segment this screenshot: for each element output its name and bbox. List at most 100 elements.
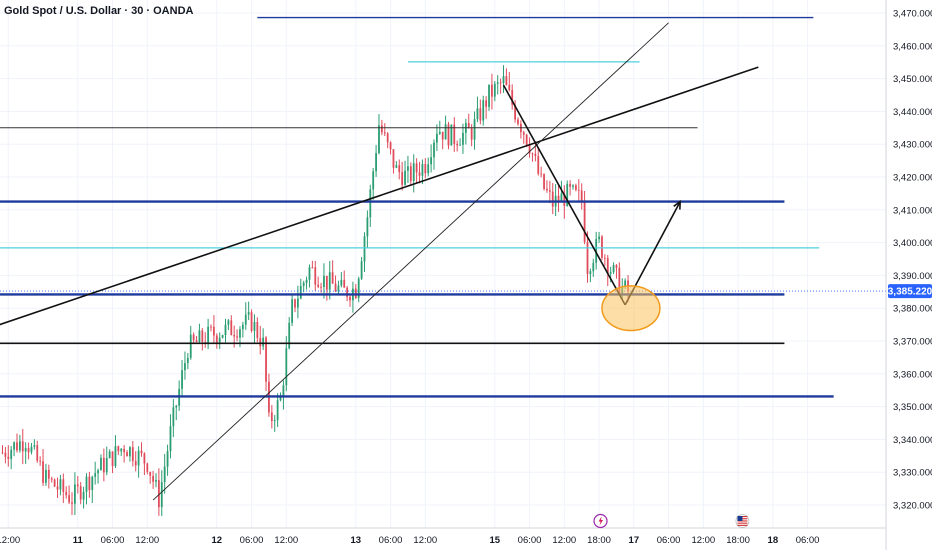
candle-body — [589, 271, 592, 274]
candle-body — [172, 407, 175, 427]
candle-body — [282, 385, 285, 398]
candle-body — [276, 400, 279, 421]
candle-body — [140, 450, 143, 454]
x-tick-label: 12 — [212, 535, 223, 546]
candle-body — [598, 236, 600, 240]
candle-body — [424, 163, 427, 174]
candle-body — [624, 280, 627, 287]
candle-body — [117, 446, 120, 452]
candle-body — [21, 441, 24, 452]
candle-body — [606, 258, 609, 274]
trend-line — [0, 66, 759, 326]
candle-body — [502, 76, 505, 84]
candle-body — [155, 480, 157, 482]
candle-body — [569, 183, 572, 187]
candle-body — [462, 132, 464, 145]
candle-body — [201, 330, 204, 342]
candle-body — [76, 484, 79, 487]
y-tick-label: 3,330.000 — [893, 468, 932, 479]
candle-body — [470, 128, 473, 140]
candle-body — [479, 108, 482, 121]
candle-body — [540, 173, 543, 175]
target-zone-layer — [601, 285, 661, 332]
candle-body — [45, 469, 47, 483]
candle-body — [105, 458, 108, 473]
x-tick-label: 12:00 — [0, 535, 20, 546]
candle-body — [557, 195, 560, 203]
candle-body — [493, 83, 496, 97]
candle-body — [317, 284, 320, 287]
candle-body — [233, 335, 236, 337]
candle-body — [131, 447, 134, 462]
candle-body — [157, 480, 160, 508]
candle-body — [265, 337, 267, 382]
lightning-bolt — [598, 516, 604, 526]
candle-body — [65, 491, 68, 496]
candle-body — [563, 193, 566, 206]
candle-body — [337, 285, 340, 292]
grid-layer — [0, 0, 886, 528]
candle-body — [323, 275, 325, 288]
candle-body — [134, 461, 137, 466]
candle-body — [551, 191, 554, 207]
candle-body — [583, 200, 586, 243]
candle-body — [404, 170, 406, 185]
candle-body — [198, 330, 201, 343]
candle-body — [476, 108, 479, 120]
candle-body — [415, 163, 418, 173]
candle-body — [16, 442, 18, 451]
candle-body — [13, 442, 15, 450]
candle-body — [522, 132, 525, 135]
candle-body — [149, 471, 152, 476]
candle-body — [441, 131, 444, 140]
candle-body — [218, 337, 221, 343]
candles-layer — [1, 65, 629, 517]
candle-body — [485, 100, 488, 107]
target-zone — [601, 285, 661, 332]
candle-body — [279, 397, 282, 401]
candle-body — [375, 153, 377, 172]
candle-body — [586, 242, 589, 274]
current-price-badge — [888, 284, 932, 299]
candle-body — [577, 189, 580, 191]
candle-body — [369, 189, 372, 218]
events-layer — [593, 513, 750, 529]
x-axis: 06:00 12:00 11 06:00 12:00 12 06:00 12:00 13 06:0… — [0, 527, 886, 546]
candle-body — [62, 479, 65, 492]
candle-body — [357, 278, 360, 298]
candle-body — [30, 446, 33, 453]
y-tick-label: 3,350.000 — [893, 402, 932, 413]
candle-body — [85, 476, 88, 492]
candle-body — [543, 174, 545, 189]
x-tick-label: 12:00 — [413, 535, 437, 546]
candle-body — [94, 473, 97, 477]
candle-body — [97, 470, 99, 474]
candle-body — [1, 452, 4, 454]
candle-body — [299, 285, 302, 299]
candle-body — [166, 451, 169, 467]
candle-body — [615, 265, 618, 268]
candle-body — [108, 451, 111, 459]
candle-body — [346, 287, 349, 297]
candle-body — [566, 183, 569, 206]
candle-body — [395, 165, 398, 168]
flag-stripe — [737, 522, 748, 524]
x-tick-label: 13 — [351, 535, 362, 546]
candle-body — [612, 265, 615, 273]
candle-body — [444, 124, 447, 140]
candle-body — [450, 124, 453, 146]
candle-body — [291, 299, 293, 323]
candle-body — [250, 312, 253, 331]
candle-body — [508, 84, 511, 91]
candle-body — [560, 193, 563, 203]
candle-body — [320, 286, 322, 288]
candle-body — [42, 461, 44, 483]
candle-body — [129, 447, 131, 457]
candle-body — [24, 448, 27, 452]
x-tick-label: 17 — [629, 535, 640, 546]
candle-body — [68, 495, 71, 503]
candle-body — [227, 320, 230, 325]
candle-body — [288, 322, 291, 349]
x-tick-label: 12:00 — [691, 535, 715, 546]
